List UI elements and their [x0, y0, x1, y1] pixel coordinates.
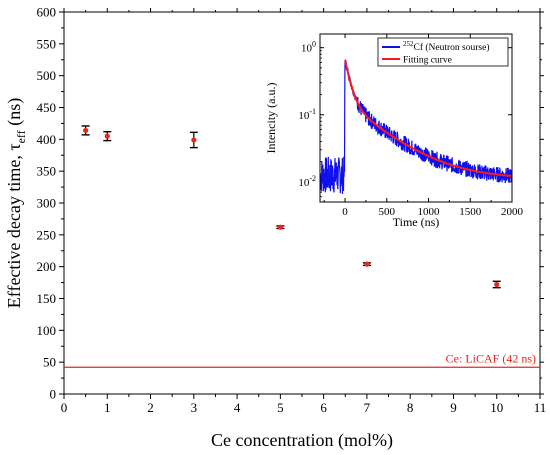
main-plot-frame: [63, 11, 541, 395]
data-point: [103, 130, 112, 142]
inset-plot-frame: [319, 33, 513, 203]
data-marker: [191, 137, 197, 143]
x-tick-label: 3: [191, 400, 198, 415]
inset-series-fitting-curve: [344, 59, 512, 177]
x-tick-label: 8: [407, 400, 414, 415]
y-tick-label: 400: [37, 132, 57, 147]
legend-label-fitting-curve: Fitting curve: [403, 56, 452, 66]
reference-line-label: Ce: LiCAF (42 ns): [446, 351, 536, 365]
data-marker: [104, 133, 110, 139]
y-tick-label: 150: [37, 291, 57, 306]
main-data-points: [81, 125, 501, 289]
inset-y-tick-label: 100: [301, 40, 316, 55]
data-point: [81, 125, 90, 136]
x-tick-label: 9: [450, 400, 457, 415]
data-marker: [494, 281, 500, 288]
data-marker: [277, 224, 283, 230]
y-tick-label: 600: [37, 5, 57, 20]
x-tick-label: 10: [490, 400, 503, 415]
inset-y-tick-label: 10-1: [298, 107, 316, 122]
data-point: [189, 131, 198, 149]
legend-label-neutron-source: 252Cf (Neutron sourse): [403, 40, 489, 53]
inset-x-tick-label: 500: [379, 206, 396, 218]
y-tick-label: 0: [50, 387, 57, 402]
main-y-axis-label-unit: (ns): [4, 98, 25, 131]
inset-x-tick-label: 0: [342, 206, 348, 218]
inset-y-tick-label: 10-2: [298, 174, 316, 189]
inset-tick-labels: 0 500 1000 1500 2000 10-2 10-1 100: [298, 40, 523, 218]
data-point: [492, 280, 501, 289]
x-tick-label: 2: [147, 400, 154, 415]
x-tick-label: 4: [234, 400, 241, 415]
data-marker: [364, 261, 370, 267]
y-tick-label: 200: [37, 259, 57, 274]
y-tick-label: 250: [37, 227, 57, 242]
main-tick-labels: 0 1 2 3 4 5 6 7 8 9 10 11 0 50 100 150 200 250 300 350 400 45…: [37, 5, 547, 416]
y-tick-label: 500: [37, 68, 57, 83]
main-plot: Ce: LiCAF (42 ns) 0 1 2 3 4 5 6 7 8 9 10 11 0 50 100 15…: [4, 5, 546, 452]
inset-x-tick-label: 2000: [501, 206, 524, 218]
x-tick-label: 0: [61, 400, 68, 415]
y-tick-label: 300: [37, 196, 57, 211]
legend-box: [377, 37, 509, 67]
data-point: [276, 224, 285, 230]
inset-x-tick-label: 1000: [418, 206, 441, 218]
legend-label-superscript: 252: [403, 40, 414, 48]
inset-plot: 0 500 1000 1500 2000 10-2 10-1 100 Time (ns) In…: [264, 33, 524, 229]
data-point: [362, 261, 371, 267]
inset-x-axis-label: Time (ns): [393, 215, 440, 229]
main-y-axis-label-subscript: eff: [14, 130, 28, 143]
y-tick-label: 50: [43, 355, 56, 370]
y-tick-label: 450: [37, 100, 57, 115]
y-tick-label: 550: [37, 36, 57, 51]
x-tick-label: 6: [320, 400, 327, 415]
data-marker: [83, 127, 89, 134]
x-tick-label: 5: [277, 400, 284, 415]
x-tick-label: 11: [534, 400, 547, 415]
x-tick-label: 7: [364, 400, 371, 415]
inset-x-tick-label: 1500: [459, 206, 482, 218]
inset-y-axis-label: Intencity (a.u.): [264, 83, 278, 154]
x-tick-label: 1: [104, 400, 111, 415]
y-tick-label: 350: [37, 164, 57, 179]
main-y-axis-label: Effective decay time, τeff (ns): [4, 98, 28, 308]
main-y-axis-label-text: Effective decay time, τ: [4, 143, 24, 308]
y-tick-label: 100: [37, 323, 57, 338]
inset-legend: 252Cf (Neutron sourse) Fitting curve: [377, 37, 509, 67]
legend-label-text: Cf (Neutron sourse): [414, 42, 490, 53]
main-x-axis-label: Ce concentration (mol%): [211, 430, 393, 451]
